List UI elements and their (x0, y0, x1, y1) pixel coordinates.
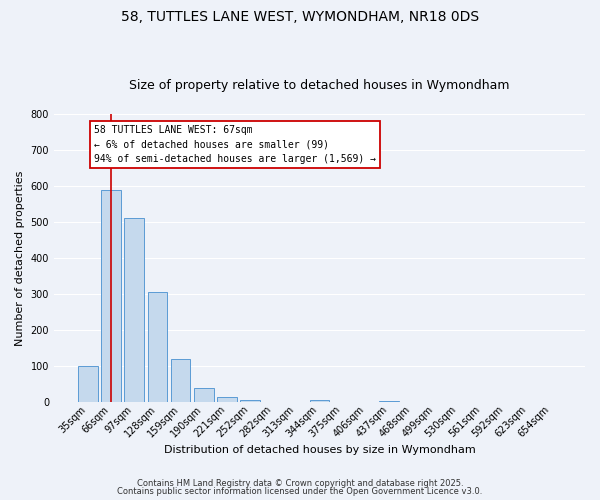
Bar (379, 400, 399, 402)
X-axis label: Distribution of detached houses by size in Wymondham: Distribution of detached houses by size … (164, 445, 475, 455)
Text: 58, TUTTLES LANE WEST, WYMONDHAM, NR18 0DS: 58, TUTTLES LANE WEST, WYMONDHAM, NR18 0… (121, 10, 479, 24)
Bar (101, 190, 121, 402)
Y-axis label: Number of detached properties: Number of detached properties (15, 170, 25, 346)
Bar (217, 396, 236, 402)
Bar (124, 218, 144, 402)
Text: Contains public sector information licensed under the Open Government Licence v3: Contains public sector information licen… (118, 487, 482, 496)
Bar (194, 388, 214, 402)
Text: 58 TUTTLES LANE WEST: 67sqm
← 6% of detached houses are smaller (99)
94% of semi: 58 TUTTLES LANE WEST: 67sqm ← 6% of deta… (94, 125, 376, 164)
Bar (240, 400, 260, 402)
Bar (170, 358, 190, 402)
Bar (310, 400, 329, 402)
Bar (78, 366, 98, 402)
Bar (148, 292, 167, 402)
Title: Size of property relative to detached houses in Wymondham: Size of property relative to detached ho… (129, 79, 510, 92)
Text: Contains HM Land Registry data © Crown copyright and database right 2025.: Contains HM Land Registry data © Crown c… (137, 478, 463, 488)
